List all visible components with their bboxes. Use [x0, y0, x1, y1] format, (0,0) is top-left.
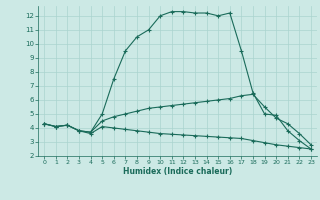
X-axis label: Humidex (Indice chaleur): Humidex (Indice chaleur): [123, 167, 232, 176]
